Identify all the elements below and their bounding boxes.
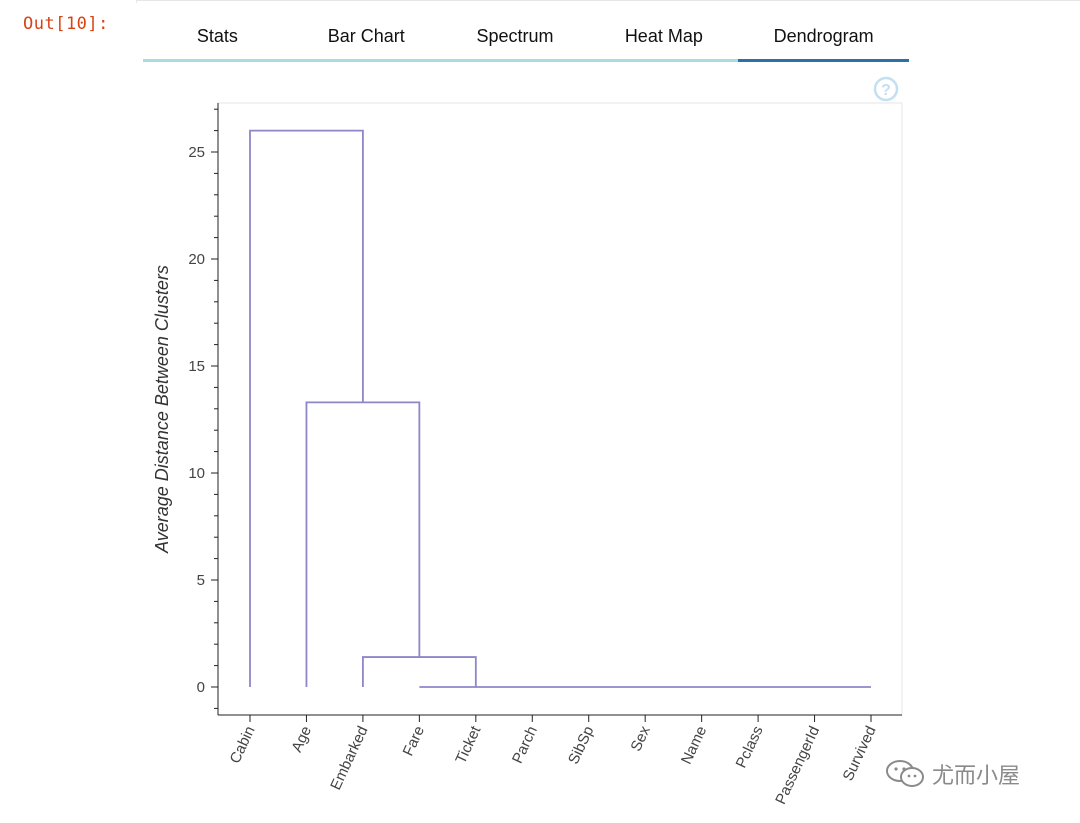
leaf-label: Age: [288, 724, 315, 755]
tab-spectrum[interactable]: Spectrum: [440, 18, 590, 62]
leaf-label: Cabin: [227, 724, 259, 767]
x-axis-ticks: Cabin Age Embarked Fare Ticket Parch SibSp Sex N…: [227, 715, 880, 807]
y-axis-label: Average Distance Between Clusters: [152, 265, 172, 554]
y-tick-label: 15: [188, 358, 205, 375]
wechat-icon: [886, 760, 924, 787]
dendrogram-link: [249, 129, 364, 687]
output-prompt: Out[10]:: [23, 14, 109, 34]
cell-top-border: [136, 0, 1080, 3]
plot-frame: [217, 102, 903, 716]
tab-bar: Stats Bar Chart Spectrum Heat Map Dendro…: [143, 18, 909, 62]
y-tick-label: 5: [197, 572, 205, 589]
tab-bar-chart[interactable]: Bar Chart: [291, 18, 441, 62]
leaf-label: Survived: [840, 724, 880, 784]
watermark: 尤而小屋: [884, 758, 1020, 790]
y-axis-ticks: 0 5 10 15 20 25: [188, 108, 218, 709]
tab-dendrogram[interactable]: Dendrogram: [738, 18, 909, 62]
dendrogram-link: [362, 656, 477, 687]
leaf-label: Ticket: [452, 723, 484, 767]
tab-stats[interactable]: Stats: [143, 18, 292, 62]
help-icon[interactable]: ?: [873, 76, 899, 102]
help-icon-ring: [873, 76, 899, 102]
y-tick-label: 0: [197, 679, 205, 696]
y-tick-label: 25: [188, 144, 205, 161]
dendrogram-link: [305, 401, 421, 687]
leaf-label: Parch: [509, 724, 541, 767]
leaf-label: Embarked: [327, 724, 371, 793]
y-tick-label: 20: [188, 251, 205, 268]
leaf-label: Fare: [400, 724, 428, 759]
leaf-label: Pclass: [733, 724, 767, 771]
leaf-label: Sex: [627, 723, 654, 754]
y-tick-label: 10: [188, 465, 205, 482]
dendrogram-links: [249, 129, 871, 688]
tab-heat-map[interactable]: Heat Map: [589, 18, 739, 62]
leaf-label: Name: [678, 724, 710, 767]
watermark-text: 尤而小屋: [932, 764, 1021, 789]
help-icon-glyph: ?: [881, 82, 891, 99]
leaf-label: SibSp: [565, 724, 597, 767]
leaf-label: PassengerId: [772, 724, 823, 808]
